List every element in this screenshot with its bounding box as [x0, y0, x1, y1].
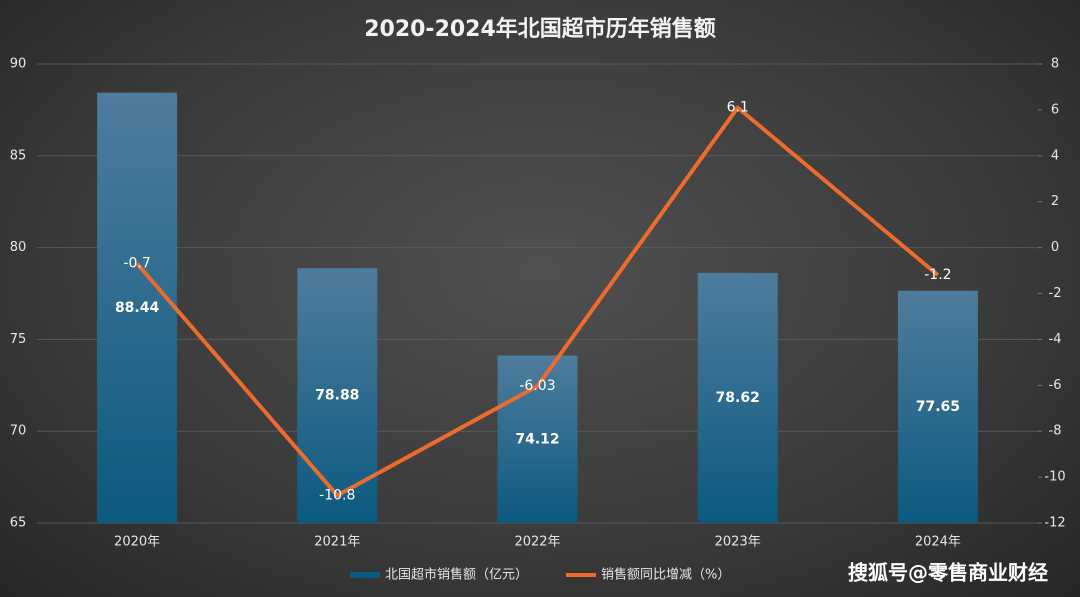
line [135, 105, 940, 498]
y-tick-label: 65 [10, 516, 27, 531]
bar-value-label: 77.65 [916, 399, 960, 415]
y2-tick-label: -8 [1049, 424, 1062, 439]
line-value-label: -6.03 [519, 378, 555, 394]
bar-value-label: 78.62 [716, 390, 760, 406]
legend-swatch [350, 572, 380, 578]
y2-tick-label: -10 [1044, 470, 1065, 485]
legend-label: 北国超市销售额（亿元） [385, 567, 528, 583]
line-value-label: -0.7 [123, 256, 150, 272]
y2-tick-label: -2 [1049, 286, 1062, 301]
y-tick-label: 70 [10, 424, 27, 439]
y2-tick-label: 8 [1051, 57, 1059, 72]
watermark: 搜狐号@零售商业财经 [848, 561, 1048, 585]
bar [697, 272, 778, 523]
line-value-label: -10.8 [319, 487, 355, 503]
y2-tick-label: -4 [1049, 332, 1062, 347]
chart-title: 2020-2024年北国超市历年销售额 [364, 16, 716, 42]
y2-tick-label: 4 [1051, 148, 1059, 163]
x-tick-label: 2024年 [915, 535, 961, 550]
y-tick-label: 85 [10, 148, 27, 163]
y-tick-label: 75 [10, 332, 27, 347]
bar-value-label: 74.12 [515, 431, 559, 447]
y-tick-label: 80 [10, 240, 27, 255]
bar-value-label: 88.44 [115, 300, 160, 316]
x-tick-label: 2022年 [514, 535, 560, 550]
y2-tick-label: -6 [1049, 378, 1062, 393]
y2-tick-label: 2 [1051, 194, 1059, 209]
y2-tick-label: 6 [1051, 102, 1059, 117]
bar-value-label: 78.88 [315, 388, 359, 404]
y2-tick-label: 0 [1051, 240, 1059, 255]
line-value-label: 6.1 [727, 100, 749, 116]
legend-label: 销售额同比增减（%） [601, 567, 730, 583]
y-tick-label: 90 [10, 57, 27, 72]
x-tick-label: 2020年 [114, 535, 160, 550]
bar [97, 92, 178, 523]
line-value-label: -1.2 [924, 267, 951, 283]
x-tick-label: 2023年 [715, 535, 761, 550]
bar [897, 290, 978, 523]
y2-tick-label: -12 [1044, 516, 1065, 531]
x-tick-label: 2021年 [314, 535, 360, 550]
